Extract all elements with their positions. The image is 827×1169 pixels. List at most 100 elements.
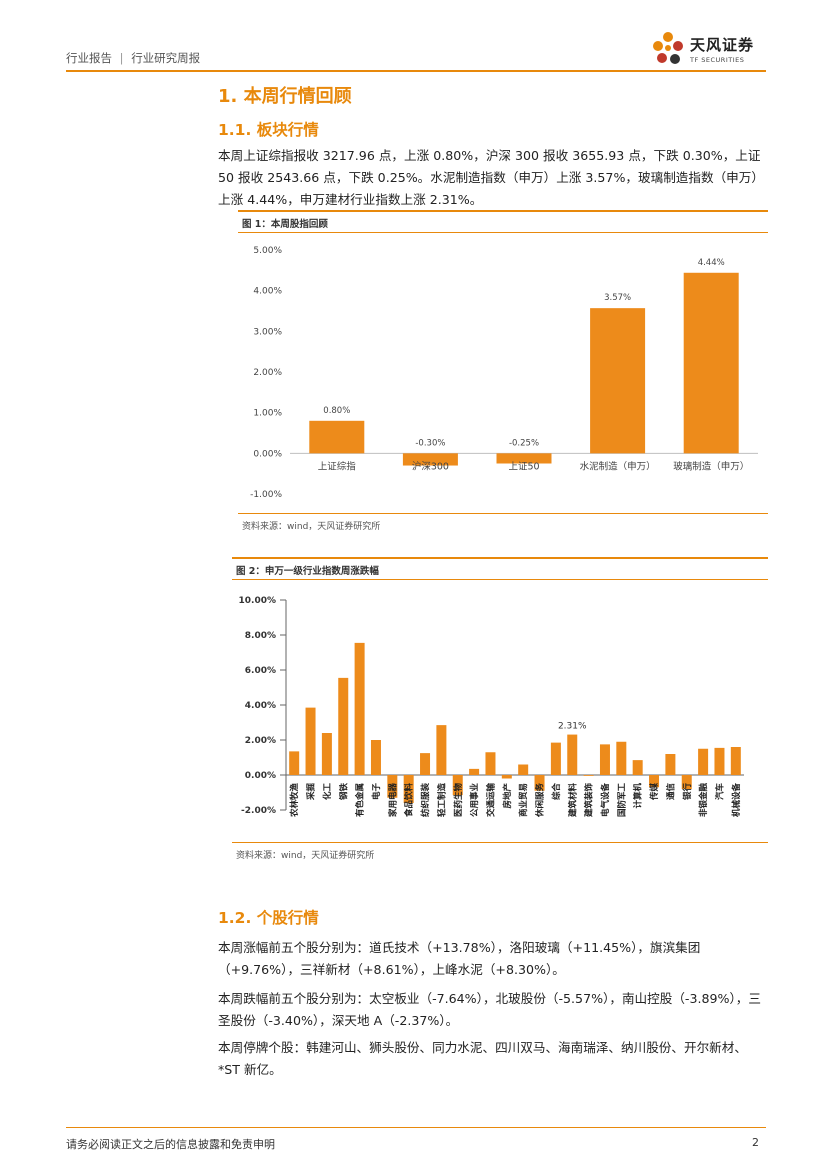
category-label: 国防军工 bbox=[616, 783, 627, 818]
subsection-title-stocks: 1.2. 个股行情 bbox=[218, 909, 319, 927]
category-label: 传媒 bbox=[649, 783, 660, 802]
category-label: 公用事业 bbox=[469, 783, 480, 818]
y-tick-label: 0.00% bbox=[253, 449, 282, 459]
category-label: 电气设备 bbox=[600, 783, 611, 818]
brand-mark-icon bbox=[653, 32, 683, 64]
bar bbox=[370, 740, 381, 775]
section-title: 1. 本周行情回顾 bbox=[218, 86, 352, 107]
bar bbox=[632, 760, 643, 775]
data-label: 3.57% bbox=[604, 293, 631, 303]
category-label: 通信 bbox=[665, 783, 676, 801]
bar bbox=[583, 775, 594, 776]
category-label: 食品饮料 bbox=[404, 783, 415, 818]
category-label: 非银金融 bbox=[698, 783, 709, 818]
category-label: 机械设备 bbox=[731, 783, 742, 818]
bar bbox=[714, 747, 725, 775]
figure2-title-rule bbox=[232, 579, 768, 580]
bar bbox=[534, 775, 545, 791]
y-tick-label: 4.00% bbox=[245, 701, 276, 711]
footer-rule bbox=[66, 1127, 766, 1128]
data-label: -0.30% bbox=[415, 438, 445, 448]
category-label: 钢铁 bbox=[338, 783, 349, 801]
bar bbox=[403, 775, 414, 803]
figure1-top-rule bbox=[238, 210, 768, 212]
figure1-bottom-rule bbox=[238, 513, 768, 514]
category-label: 水泥制造（申万） bbox=[580, 460, 656, 472]
footer-disclaimer: 请务必阅读正文之后的信息披露和免责申明 bbox=[66, 1138, 275, 1151]
bar bbox=[730, 747, 741, 775]
figure2-source: 资料来源：wind，天风证券研究所 bbox=[236, 851, 375, 861]
y-tick-label: 1.00% bbox=[253, 409, 282, 419]
bar bbox=[649, 775, 660, 788]
category-label: 上证综指 bbox=[318, 460, 357, 472]
bar bbox=[452, 775, 463, 796]
y-tick-label: -1.00% bbox=[250, 490, 282, 500]
data-label: 0.80% bbox=[323, 406, 350, 416]
bar bbox=[567, 734, 578, 775]
category-label: 建筑材料 bbox=[567, 783, 578, 819]
bar bbox=[305, 707, 316, 775]
y-tick-label: 6.00% bbox=[245, 666, 276, 676]
category-label: 轻工制造 bbox=[436, 783, 447, 818]
bar bbox=[501, 775, 512, 779]
report-subtype: 行业研究周报 bbox=[131, 51, 201, 65]
category-label: 银行 bbox=[682, 783, 693, 802]
category-label: 玻璃制造（申万） bbox=[673, 460, 749, 472]
bar bbox=[469, 768, 480, 775]
bar bbox=[338, 677, 349, 775]
bar bbox=[354, 642, 365, 775]
bar bbox=[309, 420, 365, 454]
bar bbox=[289, 751, 300, 775]
category-label: 电子 bbox=[371, 783, 382, 801]
bar bbox=[590, 308, 646, 454]
brand-name-cn: 天风证券 bbox=[690, 36, 755, 54]
figure2-title: 图 2：申万一级行业指数周涨跌幅 bbox=[236, 566, 379, 577]
bar bbox=[485, 752, 496, 775]
bar bbox=[550, 742, 561, 775]
y-tick-label: 0.00% bbox=[245, 771, 276, 781]
category-label: 交通运输 bbox=[485, 783, 496, 818]
sector-summary-paragraph: 本周上证综指报收 3217.96 点，上涨 0.80%，沪深 300 报收 36… bbox=[218, 148, 764, 207]
category-label: 化工 bbox=[322, 783, 333, 801]
category-label: 农林牧渔 bbox=[289, 783, 300, 819]
data-label: 2.31% bbox=[558, 722, 587, 732]
category-label: 休闲服务 bbox=[535, 783, 546, 819]
category-label: 家用电器 bbox=[387, 783, 398, 818]
category-label: 建筑装饰 bbox=[584, 783, 595, 819]
figure1-source: 资料来源：wind，天风证券研究所 bbox=[242, 522, 381, 532]
data-label: 4.44% bbox=[698, 258, 725, 268]
bar bbox=[420, 753, 431, 775]
bar bbox=[616, 741, 627, 775]
brand-logo: 天风证券 TF SECURITIES bbox=[648, 28, 768, 72]
y-tick-label: 2.00% bbox=[253, 368, 282, 378]
figure2-chart: 10.00% 8.00% 6.00% 4.00% 2.00% 0.00% -2.00% 农林… bbox=[239, 596, 744, 819]
header-breadcrumb: 行业报告 | 行业研究周报 bbox=[66, 50, 200, 66]
figure1-title: 图 1：本周股指回顾 bbox=[242, 219, 328, 230]
bar bbox=[402, 453, 458, 466]
y-tick-label: 4.00% bbox=[253, 287, 282, 297]
bar bbox=[496, 453, 552, 464]
y-tick-label: 3.00% bbox=[253, 327, 282, 337]
bar bbox=[387, 775, 398, 798]
page-number: 2 bbox=[752, 1136, 759, 1149]
y-tick-label: 2.00% bbox=[245, 736, 276, 746]
y-tick-label: 10.00% bbox=[239, 596, 277, 606]
category-label: 医药生物 bbox=[453, 783, 464, 818]
header-rule bbox=[66, 70, 766, 72]
header-separator: | bbox=[119, 51, 124, 65]
figure2-top-rule bbox=[232, 557, 768, 559]
category-label: 综合 bbox=[551, 783, 562, 801]
bar bbox=[683, 272, 739, 454]
category-label: 纺织服装 bbox=[420, 783, 431, 818]
category-label: 商业贸易 bbox=[518, 783, 529, 817]
top-gainers-paragraph: 本周涨幅前五个股分别为：道氏技术（+13.78%），洛阳玻璃（+11.45%），… bbox=[218, 940, 701, 977]
category-label: 上证50 bbox=[508, 461, 539, 472]
figure2-bottom-rule bbox=[232, 842, 768, 843]
figure1-title-rule bbox=[238, 232, 768, 233]
category-label: 汽车 bbox=[714, 783, 725, 801]
category-label: 沪深300 bbox=[412, 460, 449, 472]
suspended-stocks-paragraph: 本周停牌个股：韩建河山、狮头股份、同力水泥、四川双马、海南瑞泽、纳川股份、开尔新… bbox=[218, 1040, 747, 1077]
bar bbox=[518, 764, 529, 775]
category-label: 有色金属 bbox=[355, 783, 366, 817]
y-tick-label: 8.00% bbox=[245, 631, 276, 641]
